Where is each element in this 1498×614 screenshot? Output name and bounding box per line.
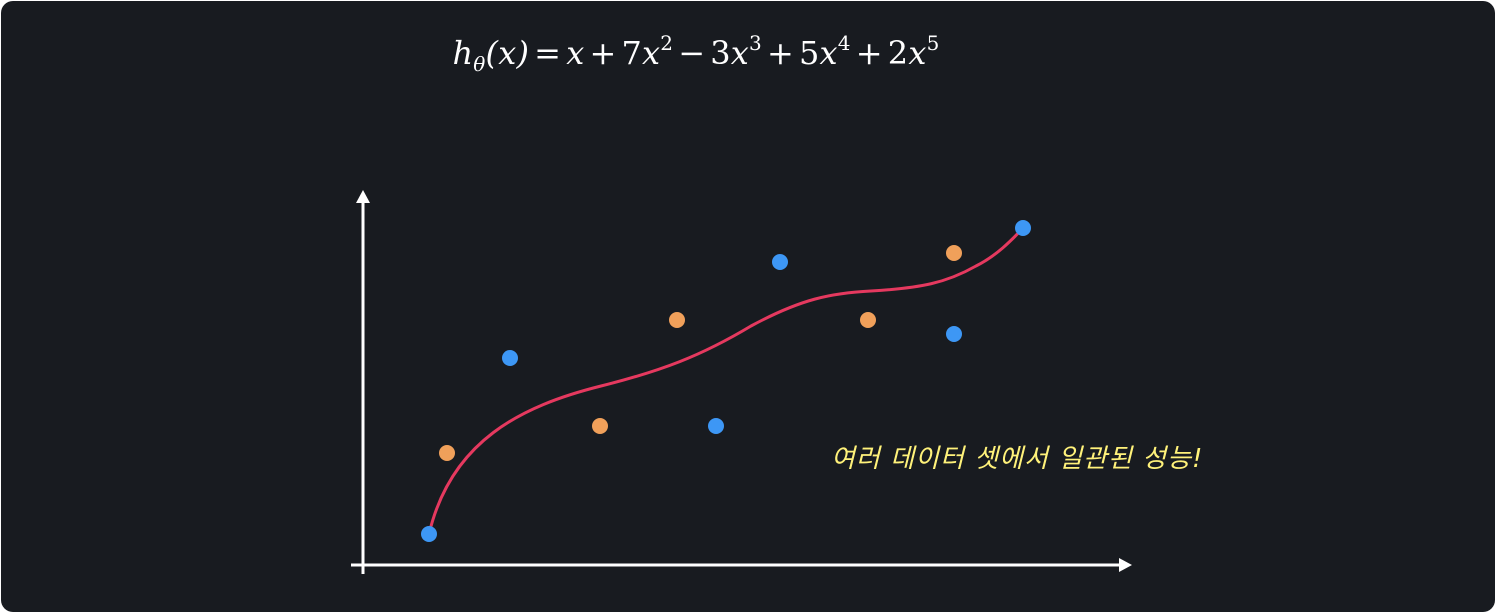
eq-plus-1: + <box>589 34 617 72</box>
eq-exp-4: 4 <box>837 31 851 55</box>
data-point-orange <box>592 418 608 434</box>
eq-equals: = <box>534 34 562 72</box>
eq-x-5: x <box>908 34 927 72</box>
x-axis-arrowhead <box>1119 558 1132 572</box>
eq-x-4: x <box>819 34 838 72</box>
eq-h: h <box>452 34 474 72</box>
y-axis-arrowhead <box>356 190 370 203</box>
annotation-text: 여러 데이터 셋에서 일관된 성능! <box>831 444 1204 474</box>
data-point-blue <box>946 326 962 342</box>
eq-minus: − <box>678 34 706 72</box>
data-point-blue <box>772 254 788 270</box>
data-point-blue <box>1015 220 1031 236</box>
eq-coef-2: 7 <box>621 34 643 72</box>
data-point-orange <box>860 312 876 328</box>
eq-exp-2: 2 <box>660 31 674 55</box>
eq-coef-3: 3 <box>710 34 731 72</box>
data-point-orange <box>669 312 685 328</box>
eq-exp-5: 5 <box>926 31 940 55</box>
eq-x-2: x <box>642 34 661 72</box>
data-point-orange <box>439 445 455 461</box>
eq-coef-5: 2 <box>887 34 909 72</box>
fitted-curve <box>427 226 1025 536</box>
eq-plus-3: + <box>855 34 883 72</box>
eq-exp-3: 3 <box>749 31 762 55</box>
data-point-orange <box>946 245 962 261</box>
polynomial-equation: hθ(x) = x +7x2−3x3 +5x4 +2x5 <box>1 33 1391 74</box>
eq-coef-4: 5 <box>798 34 820 72</box>
eq-x-3: x <box>730 34 750 72</box>
data-point-blue <box>421 526 437 542</box>
data-point-blue <box>502 350 518 366</box>
eq-theta: θ <box>473 52 486 76</box>
eq-plus-2: + <box>766 34 794 72</box>
eq-lhs-tail: (x) <box>485 34 530 72</box>
eq-term1: x <box>566 34 585 72</box>
data-point-blue <box>708 418 724 434</box>
